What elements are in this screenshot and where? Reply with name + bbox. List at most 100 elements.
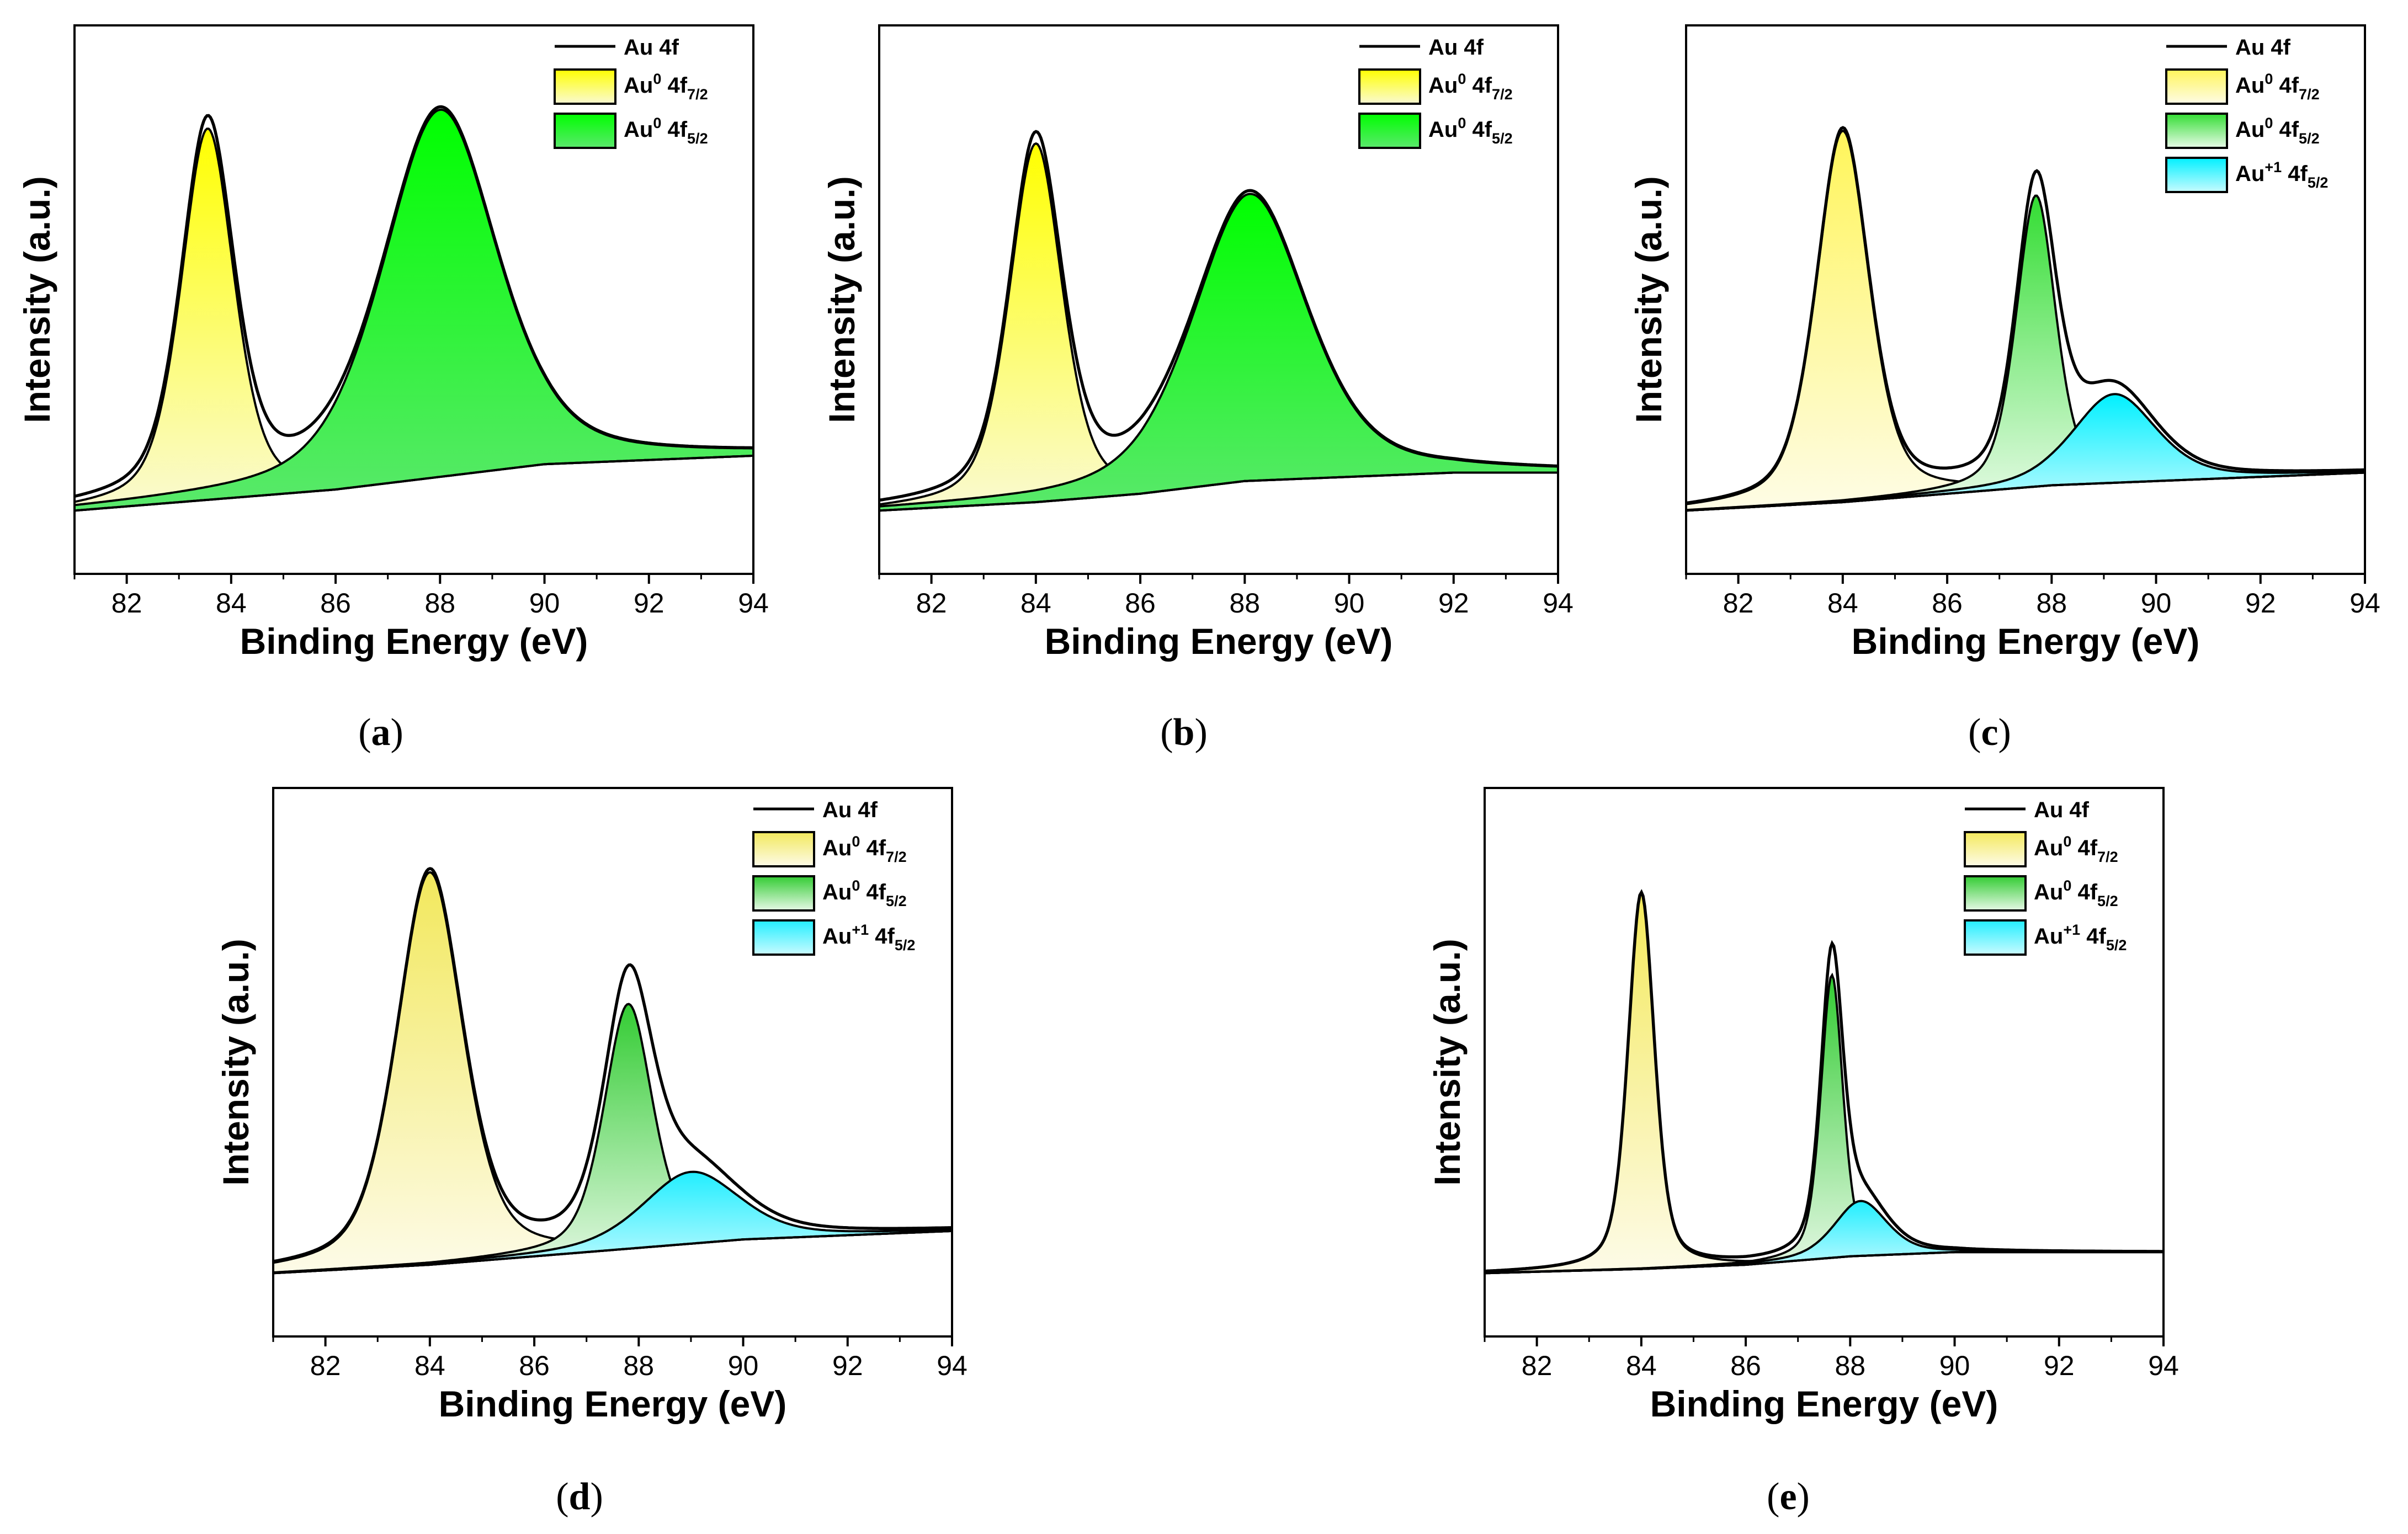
x-axis-title: Binding Energy (eV) [1852,621,2200,662]
x-tick-label: 82 [1723,588,1754,619]
panel-caption: (a) [358,711,403,754]
legend-label: Au0 4f7/2 [1428,71,1513,103]
legend-swatch [554,68,616,105]
legend-label: Au0 4f5/2 [822,877,907,909]
x-tick-label: 94 [2349,588,2380,619]
x-tick-label: 84 [414,1350,445,1381]
total-envelope-line [1485,889,2164,1273]
y-axis-title: Intensity (a.u.) [821,176,862,423]
plot-area [879,130,1558,512]
legend-swatch [2165,113,2228,149]
x-tick-label: 90 [1334,588,1365,619]
x-tick-label: 92 [2245,588,2276,619]
legend-swatch [1964,831,2027,867]
total-envelope-line [1686,126,2365,505]
total-envelope-line [75,105,753,498]
legend-label: Au+1 4f5/2 [2235,159,2328,191]
x-tick-label: 90 [1939,1350,1970,1381]
x-tick-label: 88 [1229,588,1260,619]
legend: Au 4f Au0 4f7/2 Au0 4f5/2 Au+1 4f5/2 [2165,35,2328,193]
x-tick-label: 84 [1626,1350,1657,1381]
legend-label: Au0 4f5/2 [1428,115,1513,147]
legend-swatch [752,875,815,912]
panel-caption: (b) [1160,711,1208,754]
legend-swatch [1358,113,1421,149]
axes-frame [1685,24,2366,575]
plot-area [273,867,952,1275]
x-tick-label: 94 [1543,588,1574,619]
x-tick-label: 94 [937,1350,968,1381]
axes-frame [878,24,1559,575]
background-line [75,454,753,512]
legend-label: Au0 4f5/2 [624,115,708,147]
plot-area [1485,889,2164,1275]
axes-frame [272,787,953,1338]
legend: Au 4f Au0 4f7/2 Au0 4f5/2 [1358,35,1513,149]
x-tick-label: 88 [1835,1350,1865,1381]
x-axis-title: Binding Energy (eV) [1650,1383,1998,1424]
x-tick-label: 88 [424,588,455,619]
chart-panel-e: 82 84 86 88 90 92 94 Binding Energy (eV) Intensi… [1427,787,2179,1518]
panel-caption: (e) [1767,1476,1810,1518]
legend-swatch [752,919,815,956]
x-tick-label: 92 [2044,1350,2075,1381]
y-axis-title: Intensity (a.u.) [17,176,57,423]
x-tick-label: 88 [2036,588,2067,619]
x-tick-label: 84 [1020,588,1051,619]
legend-label: Au0 4f5/2 [2034,877,2118,909]
x-axis-title: Binding Energy (eV) [1045,621,1393,662]
legend-label: Au0 4f7/2 [2235,71,2320,103]
x-tick-label: 94 [2148,1350,2179,1381]
legend-label-total: Au 4f [1428,35,1484,60]
x-tick-label: 84 [1827,588,1858,619]
axes-frame [1484,787,2165,1338]
legend-label: Au+1 4f5/2 [822,922,915,954]
y-axis-title: Intensity (a.u.) [1628,176,1669,423]
legend-label: Au0 4f5/2 [2235,115,2320,147]
legend-swatch [1358,68,1421,105]
legend-swatch [2165,68,2228,105]
x-tick-label: 82 [111,588,142,619]
legend-swatch [554,113,616,149]
plot-area [75,105,753,512]
y-axis-title: Intensity (a.u.) [1427,939,1468,1185]
x-tick-label: 86 [320,588,351,619]
chart-panel-b: 82 84 86 88 90 92 94 Binding Energy (eV) Intensi… [821,24,1574,754]
legend-label-total: Au 4f [2034,798,2090,822]
x-tick-label: 86 [1730,1350,1761,1381]
x-tick-label: 88 [623,1350,654,1381]
background-line [879,471,1558,512]
legend-label: Au+1 4f5/2 [2034,922,2127,954]
legend-label: Au0 4f7/2 [2034,833,2118,865]
legend: Au 4f Au0 4f7/2 Au0 4f5/2 [554,35,708,149]
y-axis-title: Intensity (a.u.) [215,939,256,1185]
x-axis-title: Binding Energy (eV) [240,621,588,662]
legend: Au 4f Au0 4f7/2 Au0 4f5/2 Au+1 4f5/2 [1964,798,2127,956]
legend-label: Au0 4f7/2 [822,833,907,865]
x-axis-title: Binding Energy (eV) [439,1383,787,1424]
background-line [273,1229,952,1275]
x-tick-label: 84 [216,588,247,619]
legend-swatch [1964,919,2027,956]
x-tick-label: 90 [2141,588,2172,619]
axes-frame [73,24,754,575]
legend-label: Au0 4f7/2 [624,71,708,103]
x-tick-label: 92 [634,588,665,619]
legend-swatch [752,831,815,867]
x-tick-label: 94 [738,588,769,619]
x-tick-label: 82 [916,588,947,619]
x-tick-label: 90 [529,588,560,619]
panel-caption: (c) [1968,711,2011,754]
x-tick-label: 82 [310,1350,341,1381]
background-line [1686,471,2365,512]
x-tick-label: 86 [1125,588,1156,619]
x-tick-label: 92 [832,1350,863,1381]
panel-caption: (d) [556,1476,603,1518]
chart-panel-c: 82 84 86 88 90 92 94 Binding Energy (eV) Intensi… [1628,24,2380,754]
chart-panel-a: 82 84 86 88 90 92 94 Binding Energy (eV) Intensi… [17,24,769,754]
legend-swatch [2165,157,2228,193]
chart-panel-d: 82 84 86 88 90 92 94 Binding Energy (eV) Intensi… [215,787,968,1518]
x-tick-label: 92 [1438,588,1469,619]
legend-label-total: Au 4f [2235,35,2291,60]
